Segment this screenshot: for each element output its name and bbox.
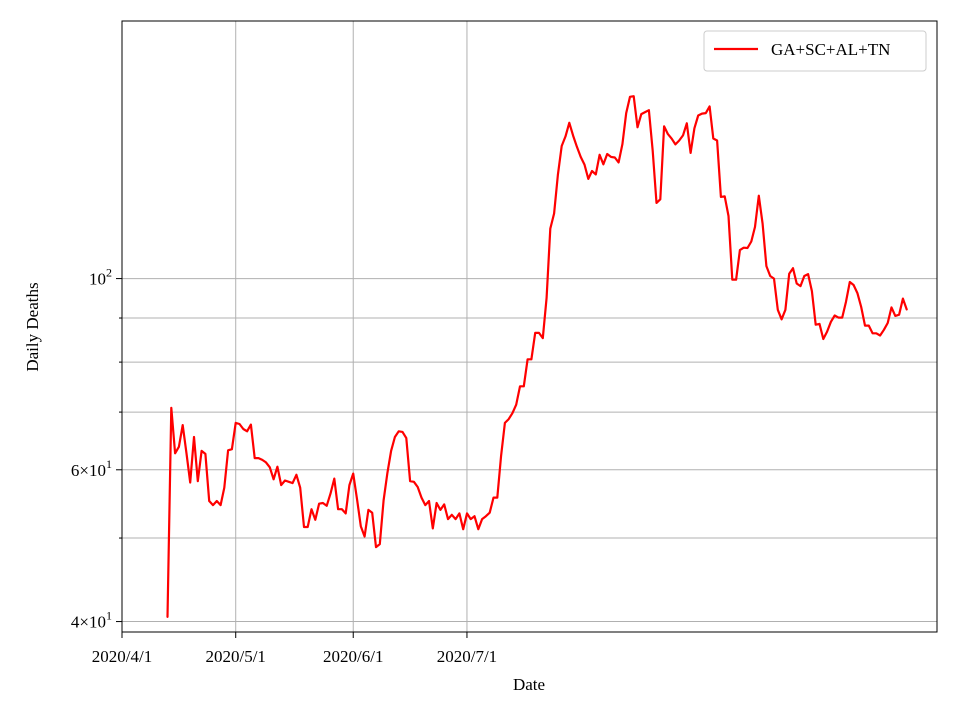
y-tick-label: 102	[89, 266, 112, 289]
x-axis-label: Date	[513, 675, 545, 694]
x-tick-label: 2020/4/1	[92, 647, 152, 666]
x-tick-label: 2020/5/1	[205, 647, 265, 666]
series-layer	[166, 95, 908, 619]
series-line	[166, 95, 908, 619]
legend-entry-label: GA+SC+AL+TN	[771, 40, 890, 59]
y-axis-label: Daily Deaths	[23, 282, 42, 371]
gridlines	[121, 21, 937, 632]
plot-frame	[121, 20, 938, 633]
x-tick-label: 2020/7/1	[437, 647, 497, 666]
y-tick-label: 4×101	[71, 609, 112, 632]
x-axis: 2020/4/1 2020/5/1 2020/6/1 2020/7/1	[92, 632, 497, 666]
legend: GA+SC+AL+TN	[703, 30, 927, 72]
y-tick-label: 6×101	[71, 457, 112, 480]
x-tick-label: 2020/6/1	[323, 647, 383, 666]
legend-box	[703, 30, 927, 72]
y-axis: 4×101 6×101 102	[71, 266, 122, 632]
